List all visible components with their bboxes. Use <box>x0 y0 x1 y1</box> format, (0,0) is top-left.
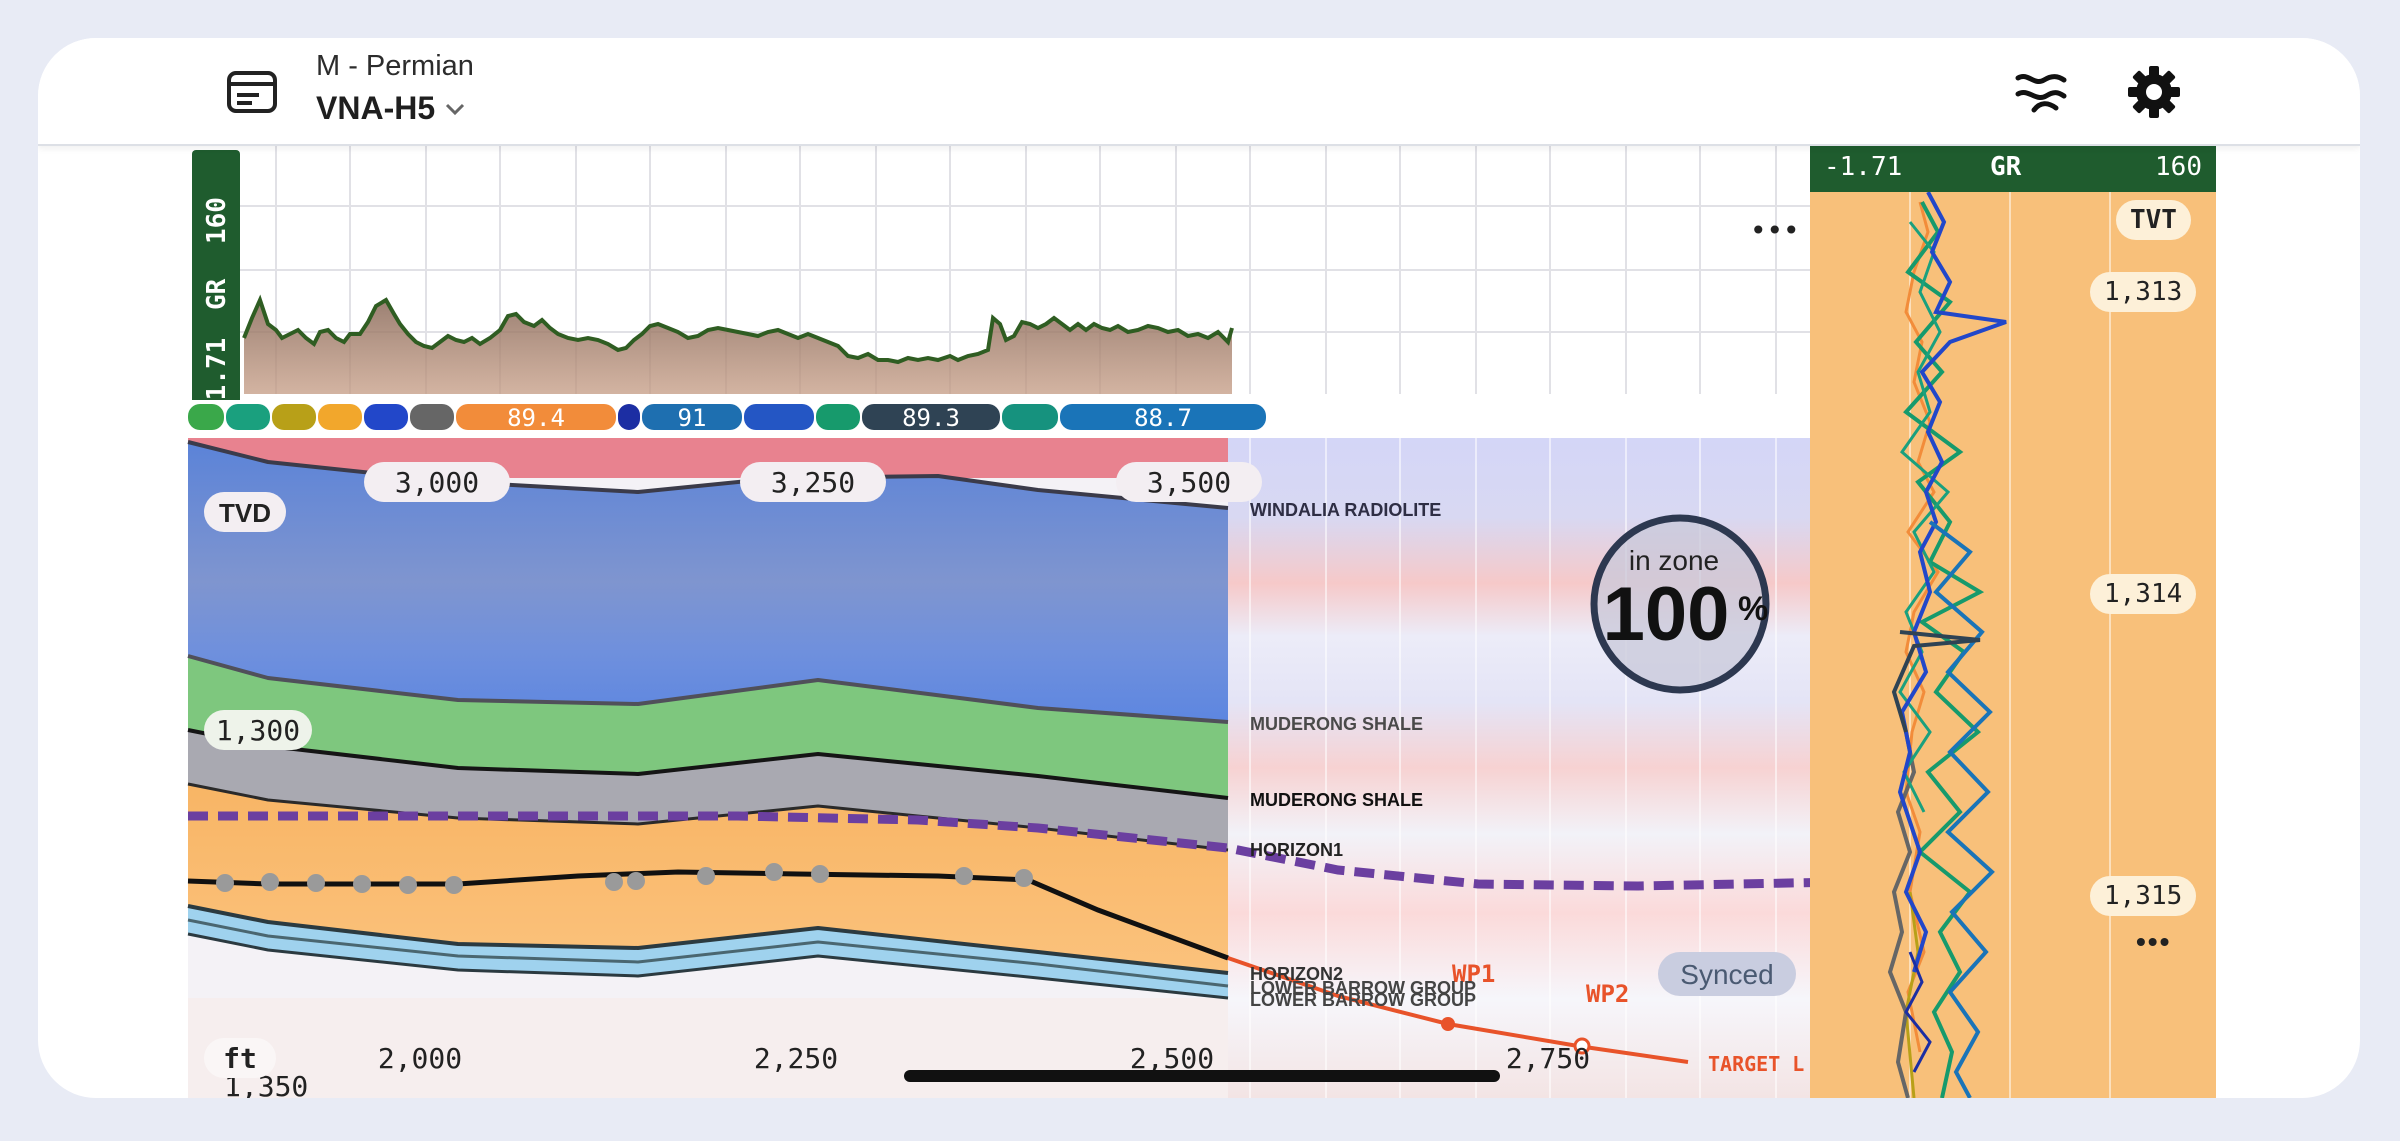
badge[interactable] <box>318 404 362 430</box>
formation-label: MUDERONG SHALE <box>1250 714 1423 734</box>
badge[interactable] <box>744 404 814 430</box>
gr-panel-max: 160 <box>2155 152 2202 182</box>
tvd-pill <box>204 492 286 532</box>
main-canvas: -1.71 GR 160 ••• 89.4 91 89.3 88.7 <box>186 144 1842 1098</box>
gr-axis-bar <box>192 150 240 428</box>
md-top-ticks: 3,000 3,250 3,500 <box>364 462 1262 502</box>
badge-label: 89.4 <box>507 404 565 432</box>
gr-axis-max: 160 <box>202 197 232 244</box>
badge-label: 89.3 <box>902 404 960 432</box>
cross-section: WP1 WP2 TARGET L WINDALIA RADIOLITE MUDE… <box>187 438 1841 1098</box>
target-horizon-dashed <box>188 811 1841 891</box>
badge[interactable] <box>272 404 316 430</box>
tvt-tick: 1,313 <box>2090 272 2197 312</box>
badge[interactable] <box>410 404 454 430</box>
card-menu-icon[interactable] <box>224 64 280 120</box>
gr-strip: -1.71 GR 160 ••• <box>192 144 1842 1098</box>
gear-icon[interactable] <box>2124 62 2184 122</box>
in-zone-unit: % <box>1738 590 1768 628</box>
badge[interactable] <box>364 404 408 430</box>
formation-label: WINDALIA RADIOLITE <box>1250 500 1441 520</box>
top-bar: M - Permian VNA-H5 <box>38 38 2360 146</box>
chevron-down-icon <box>446 103 465 115</box>
gr-curve-line <box>242 294 1234 365</box>
layers-curve-icon[interactable] <box>2010 62 2070 122</box>
waypoint-label: WP2 <box>1586 980 1629 1008</box>
badge[interactable] <box>456 404 616 430</box>
badge-strip: 89.4 91 89.3 88.7 <box>186 400 1840 434</box>
gr-curve-fill <box>244 300 1232 394</box>
gr-panel-header: -1.71 GR 160 <box>1810 144 2216 192</box>
tvd-depth: 1,300 <box>216 714 300 747</box>
formation-label: HORIZON1 <box>1250 840 1343 860</box>
in-zone-label: in zone <box>1629 545 1719 576</box>
md-tick: 2,250 <box>754 1042 838 1075</box>
badge[interactable] <box>618 404 640 430</box>
well-selector[interactable]: VNA-H5 <box>316 90 467 127</box>
gr-tvt-curves <box>1887 192 2111 1098</box>
tvt-tick: 1,315 <box>2090 876 2197 916</box>
md-tick: 3,250 <box>771 466 855 499</box>
tvd-label: TVD <box>219 498 271 528</box>
badge[interactable] <box>642 404 742 430</box>
zone-barrow <box>188 906 1228 998</box>
badge[interactable] <box>862 404 1000 430</box>
tvd-depth-pill <box>204 710 312 750</box>
well-name: VNA-H5 <box>316 90 436 126</box>
survey-points <box>216 863 1033 894</box>
md-tick: 2,000 <box>378 1042 462 1075</box>
badge[interactable] <box>1060 404 1266 430</box>
in-zone-value: 100 <box>1603 572 1730 657</box>
device-frame: -1.71 GR 160 ••• 89.4 91 89.3 88.7 <box>38 38 2360 1098</box>
formation-label: LOWER BARROW GROUP <box>1250 978 1476 998</box>
formation-label: MUDERONG SHALE <box>1250 790 1423 810</box>
formation-label: LOWER BARROW GROUP <box>1250 990 1476 1010</box>
gr-strip-more-button[interactable]: ••• <box>1750 214 1800 247</box>
badge[interactable] <box>816 404 860 430</box>
md-unit: ft <box>223 1042 257 1075</box>
gr-axis-label: GR <box>202 278 232 310</box>
formation-label: HORIZON2 <box>1250 964 1343 984</box>
badge-label: 88.7 <box>1134 404 1192 432</box>
md-bottom-ticks: ft 2,000 2,250 2,500 2,750 <box>204 1038 1590 1078</box>
zone-muderong <box>188 656 1228 798</box>
in-zone-gauge: in zone 100 % <box>1590 514 1770 694</box>
md-tick: 3,000 <box>395 466 479 499</box>
md-tick: 3,500 <box>1147 466 1231 499</box>
synced-badge[interactable] <box>1658 952 1796 996</box>
badge[interactable] <box>226 404 270 430</box>
zone-windalia <box>188 442 1228 722</box>
target-label: TARGET L <box>1708 1052 1804 1076</box>
tvt-tick: 1,314 <box>2090 574 2197 614</box>
badge-label: 91 <box>678 404 707 432</box>
waypoint-label: WP1 <box>1452 960 1495 988</box>
well-region: M - Permian <box>316 50 474 82</box>
gr-tvt-panel: -1.71 GR 160 TVT 1,313 1,314 1,315 ••• <box>1810 144 2216 1098</box>
md-tick: 2,500 <box>1130 1042 1214 1075</box>
gr-panel-label: GR <box>1990 152 2022 182</box>
badge[interactable] <box>188 404 224 430</box>
home-indicator[interactable] <box>904 1070 1500 1082</box>
gr-panel-more-button[interactable]: ••• <box>2136 926 2172 957</box>
badge[interactable] <box>1002 404 1058 430</box>
synced-label: Synced <box>1680 959 1773 990</box>
md-tick: 2,750 <box>1506 1042 1590 1075</box>
gr-panel-min: -1.71 <box>1824 152 1903 182</box>
tvt-label: TVT <box>2116 200 2191 240</box>
